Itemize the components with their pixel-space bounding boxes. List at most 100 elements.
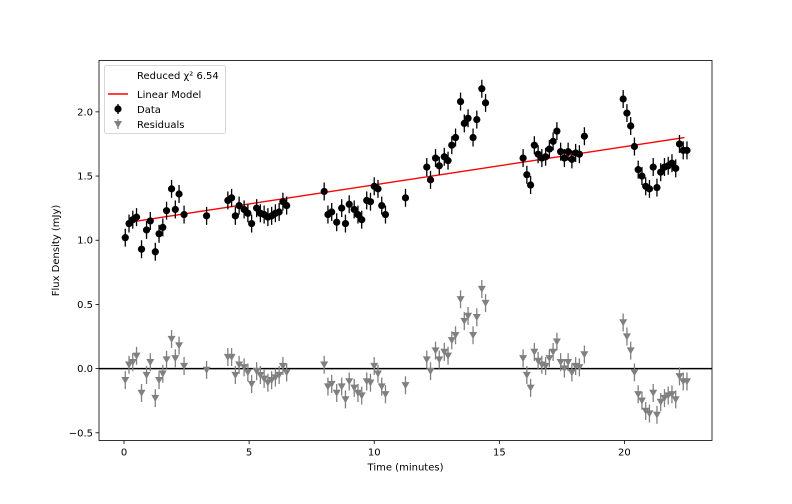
residuals-point <box>447 331 456 350</box>
data-point <box>460 114 468 133</box>
data-point <box>619 90 627 108</box>
residuals-point <box>552 332 561 351</box>
data-point <box>228 188 236 207</box>
data-marker <box>381 210 390 219</box>
data-point <box>155 224 163 243</box>
residuals-point <box>682 372 691 391</box>
residuals-point <box>519 349 528 368</box>
data-point <box>549 132 557 151</box>
residuals-point <box>656 393 665 411</box>
residuals-point <box>401 376 410 395</box>
legend-marker-data <box>114 104 122 114</box>
residuals-point <box>451 326 460 345</box>
residuals-point <box>435 350 444 369</box>
residuals-point <box>534 351 543 370</box>
residuals-point <box>353 384 362 402</box>
data-point <box>202 206 211 225</box>
data-point <box>231 206 239 225</box>
residual-marker <box>464 312 473 320</box>
data-marker <box>451 133 460 142</box>
data-point <box>456 92 465 111</box>
data-marker <box>448 141 456 149</box>
data-point <box>575 145 583 164</box>
residuals-point <box>575 358 584 377</box>
data-point <box>244 204 252 223</box>
residual-marker <box>332 389 341 397</box>
data-marker <box>142 226 151 234</box>
residuals-point <box>373 364 382 383</box>
data-marker <box>228 194 236 202</box>
data-point <box>649 158 657 177</box>
data-marker <box>435 162 443 170</box>
data-marker <box>333 218 341 226</box>
residual-marker <box>447 337 456 345</box>
residual-marker <box>350 384 359 392</box>
data-point <box>345 195 353 214</box>
linear-model-line <box>128 136 685 223</box>
data-marker <box>649 163 657 171</box>
residuals-point <box>522 366 531 385</box>
residual-marker <box>426 367 435 375</box>
residual-marker <box>240 364 249 372</box>
residual-marker <box>460 317 469 325</box>
data-marker <box>358 216 366 224</box>
data-marker <box>378 201 386 210</box>
y-tick-label: 0.5 <box>77 300 93 311</box>
data-point <box>253 199 261 218</box>
residuals-point <box>456 290 465 309</box>
data-point <box>283 196 291 215</box>
data-point <box>672 159 680 178</box>
data-marker <box>401 194 410 202</box>
data-point <box>530 136 538 155</box>
data-point <box>623 104 631 123</box>
residuals-point <box>260 369 269 388</box>
data-marker <box>478 85 486 93</box>
residuals-point <box>660 389 669 408</box>
data-point <box>159 218 167 237</box>
residuals-point <box>556 353 565 372</box>
y-tick-label: 0.0 <box>77 364 93 375</box>
residuals-point <box>541 357 550 376</box>
residual-marker <box>231 371 240 379</box>
data-marker <box>155 230 163 238</box>
residual-marker <box>377 383 386 391</box>
residual-marker <box>121 376 130 384</box>
data-point <box>675 134 684 153</box>
data-point <box>542 147 550 166</box>
residual-marker <box>660 394 669 402</box>
residual-marker <box>235 361 244 369</box>
data-point <box>366 192 375 211</box>
data-marker <box>675 140 684 148</box>
residual-marker <box>560 365 569 373</box>
data-point <box>469 128 477 147</box>
residuals-point <box>247 375 256 393</box>
data-marker <box>431 154 440 162</box>
y-tick-label: 2.0 <box>77 107 93 118</box>
data-point <box>553 122 561 141</box>
residuals-point <box>619 313 628 332</box>
residuals-point <box>327 375 336 393</box>
data-point <box>354 205 362 224</box>
data-point <box>444 151 452 170</box>
residuals-point <box>626 341 635 360</box>
data-point <box>560 149 568 168</box>
residual-marker <box>656 398 665 406</box>
data-marker <box>162 207 171 215</box>
data-marker <box>146 217 154 225</box>
data-point <box>568 150 576 169</box>
residual-marker <box>541 362 550 370</box>
residual-marker <box>155 376 164 384</box>
data-marker <box>530 141 538 149</box>
data-point <box>638 167 646 186</box>
residuals-point <box>128 353 137 372</box>
residual-marker <box>243 369 252 377</box>
data-marker <box>645 185 654 193</box>
residuals-point <box>332 384 341 402</box>
data-point <box>167 179 176 198</box>
residuals-point <box>637 391 646 410</box>
data-marker <box>423 163 431 171</box>
data-point <box>634 160 642 179</box>
residual-marker <box>472 314 481 322</box>
data-point <box>151 242 159 261</box>
data-marker <box>575 150 583 158</box>
